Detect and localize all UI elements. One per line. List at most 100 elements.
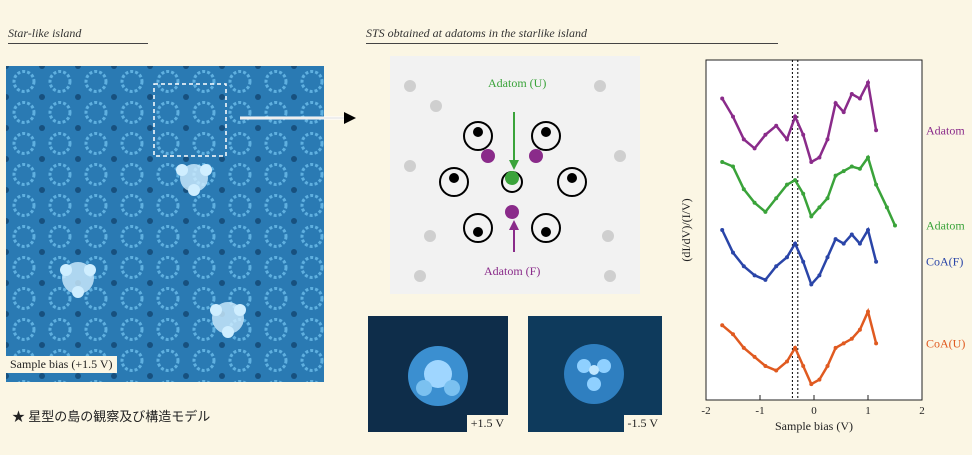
- data-point: [731, 164, 735, 169]
- sts-chart: -2 -1 0 1 2 Adatom (F) Adatom (U) CoA(F) CoA(U) S…: [676, 50, 972, 450]
- data-point: [841, 241, 846, 246]
- data-point: [841, 110, 846, 115]
- data-point: [841, 341, 846, 346]
- data-point: [849, 164, 854, 169]
- data-point: [857, 96, 862, 101]
- data-point: [793, 345, 798, 350]
- data-point: [857, 166, 862, 171]
- stm-small-1-svg: [408, 346, 468, 406]
- structure-model: Adatom (U) Adatom (F): [390, 56, 640, 294]
- data-point: [849, 92, 854, 96]
- series-label: Adatom (U): [926, 218, 968, 232]
- data-point: [833, 101, 838, 106]
- data-point: [849, 336, 854, 341]
- data-point: [741, 187, 746, 192]
- data-point: [809, 282, 814, 287]
- x-tick-label: 2: [919, 405, 925, 417]
- x-tick-label: -1: [755, 405, 764, 417]
- data-point: [752, 146, 757, 151]
- data-point: [774, 123, 779, 128]
- data-point: [809, 160, 814, 164]
- data-point: [774, 196, 779, 201]
- data-point: [817, 273, 822, 278]
- sts-chart-svg: -2 -1 0 1 2 Adatom (F) Adatom (U) CoA(F) CoA(U) S…: [679, 59, 972, 433]
- series-label: CoA(U): [926, 336, 965, 350]
- data-point: [785, 359, 789, 364]
- data-point: [833, 345, 838, 350]
- data-point: [825, 137, 830, 142]
- series-line: [721, 307, 878, 386]
- data-point: [752, 354, 757, 359]
- data-point: [763, 277, 768, 282]
- data-point: [874, 182, 879, 187]
- star-island-2: [60, 262, 96, 298]
- plot-frame: [705, 59, 923, 401]
- data-point: [793, 178, 798, 183]
- data-point: [833, 173, 838, 178]
- x-tick-label: 1: [865, 405, 871, 417]
- caption: ★ 星型の島の観察及び構造モデル: [12, 406, 210, 425]
- x-axis-label: Sample bias (V): [775, 419, 853, 433]
- left-panel-title: Star-like island: [8, 26, 148, 44]
- data-point: [893, 223, 897, 228]
- data-point: [801, 191, 806, 196]
- data-point: [833, 237, 838, 242]
- data-point: [763, 132, 768, 137]
- bias-label: Sample bias (+1.5 V): [6, 356, 117, 373]
- series-line: [721, 226, 878, 287]
- data-point: [817, 205, 822, 210]
- data-point: [720, 228, 725, 232]
- caption-text: 星型の島の観察及び構造モデル: [28, 409, 211, 424]
- data-point: [809, 382, 814, 387]
- selection-box: [153, 83, 227, 157]
- data-point: [785, 255, 789, 260]
- data-point: [801, 259, 806, 264]
- data-point: [763, 209, 768, 214]
- data-point: [884, 205, 889, 210]
- star-island-1: [176, 164, 212, 196]
- stm-small-2-svg: [564, 344, 624, 404]
- data-point: [857, 241, 862, 246]
- series-label: Adatom (F): [926, 123, 968, 137]
- series-label: CoA(F): [926, 255, 963, 269]
- data-point: [849, 232, 854, 237]
- series-line: [721, 154, 897, 226]
- star-island-3: [210, 302, 246, 338]
- data-point: [825, 364, 830, 368]
- data-point: [866, 228, 870, 232]
- data-point: [866, 80, 870, 85]
- data-point: [720, 160, 725, 164]
- data-point: [752, 273, 757, 278]
- data-point: [874, 128, 879, 133]
- data-point: [809, 214, 814, 219]
- small-image-1-bias: +1.5 V: [466, 415, 508, 432]
- data-point: [741, 345, 746, 350]
- data-point: [801, 132, 806, 137]
- data-point: [741, 137, 746, 142]
- small-image-2-bias: -1.5 V: [623, 415, 662, 432]
- data-point: [841, 169, 846, 174]
- data-point: [774, 264, 779, 269]
- data-point: [785, 182, 789, 187]
- data-point: [817, 155, 822, 160]
- data-point: [731, 114, 735, 119]
- data-point: [763, 364, 768, 368]
- x-tick-label: -2: [701, 405, 710, 417]
- data-point: [817, 377, 822, 382]
- data-point: [793, 114, 798, 119]
- data-point: [825, 196, 830, 201]
- data-point: [793, 241, 798, 246]
- stm-small-image-2: -1.5 V: [528, 316, 662, 432]
- data-point: [720, 96, 725, 101]
- data-point: [774, 368, 779, 373]
- data-point: [874, 259, 879, 264]
- data-point: [801, 364, 806, 368]
- data-point: [825, 255, 830, 260]
- pointer-arrow: [240, 112, 356, 124]
- data-point: [752, 200, 757, 205]
- data-point: [866, 309, 870, 314]
- data-point: [857, 327, 862, 332]
- middle-panel-title: STS obtained at adatoms in the starlike …: [366, 26, 778, 44]
- data-point: [720, 323, 725, 328]
- data-point: [866, 155, 870, 160]
